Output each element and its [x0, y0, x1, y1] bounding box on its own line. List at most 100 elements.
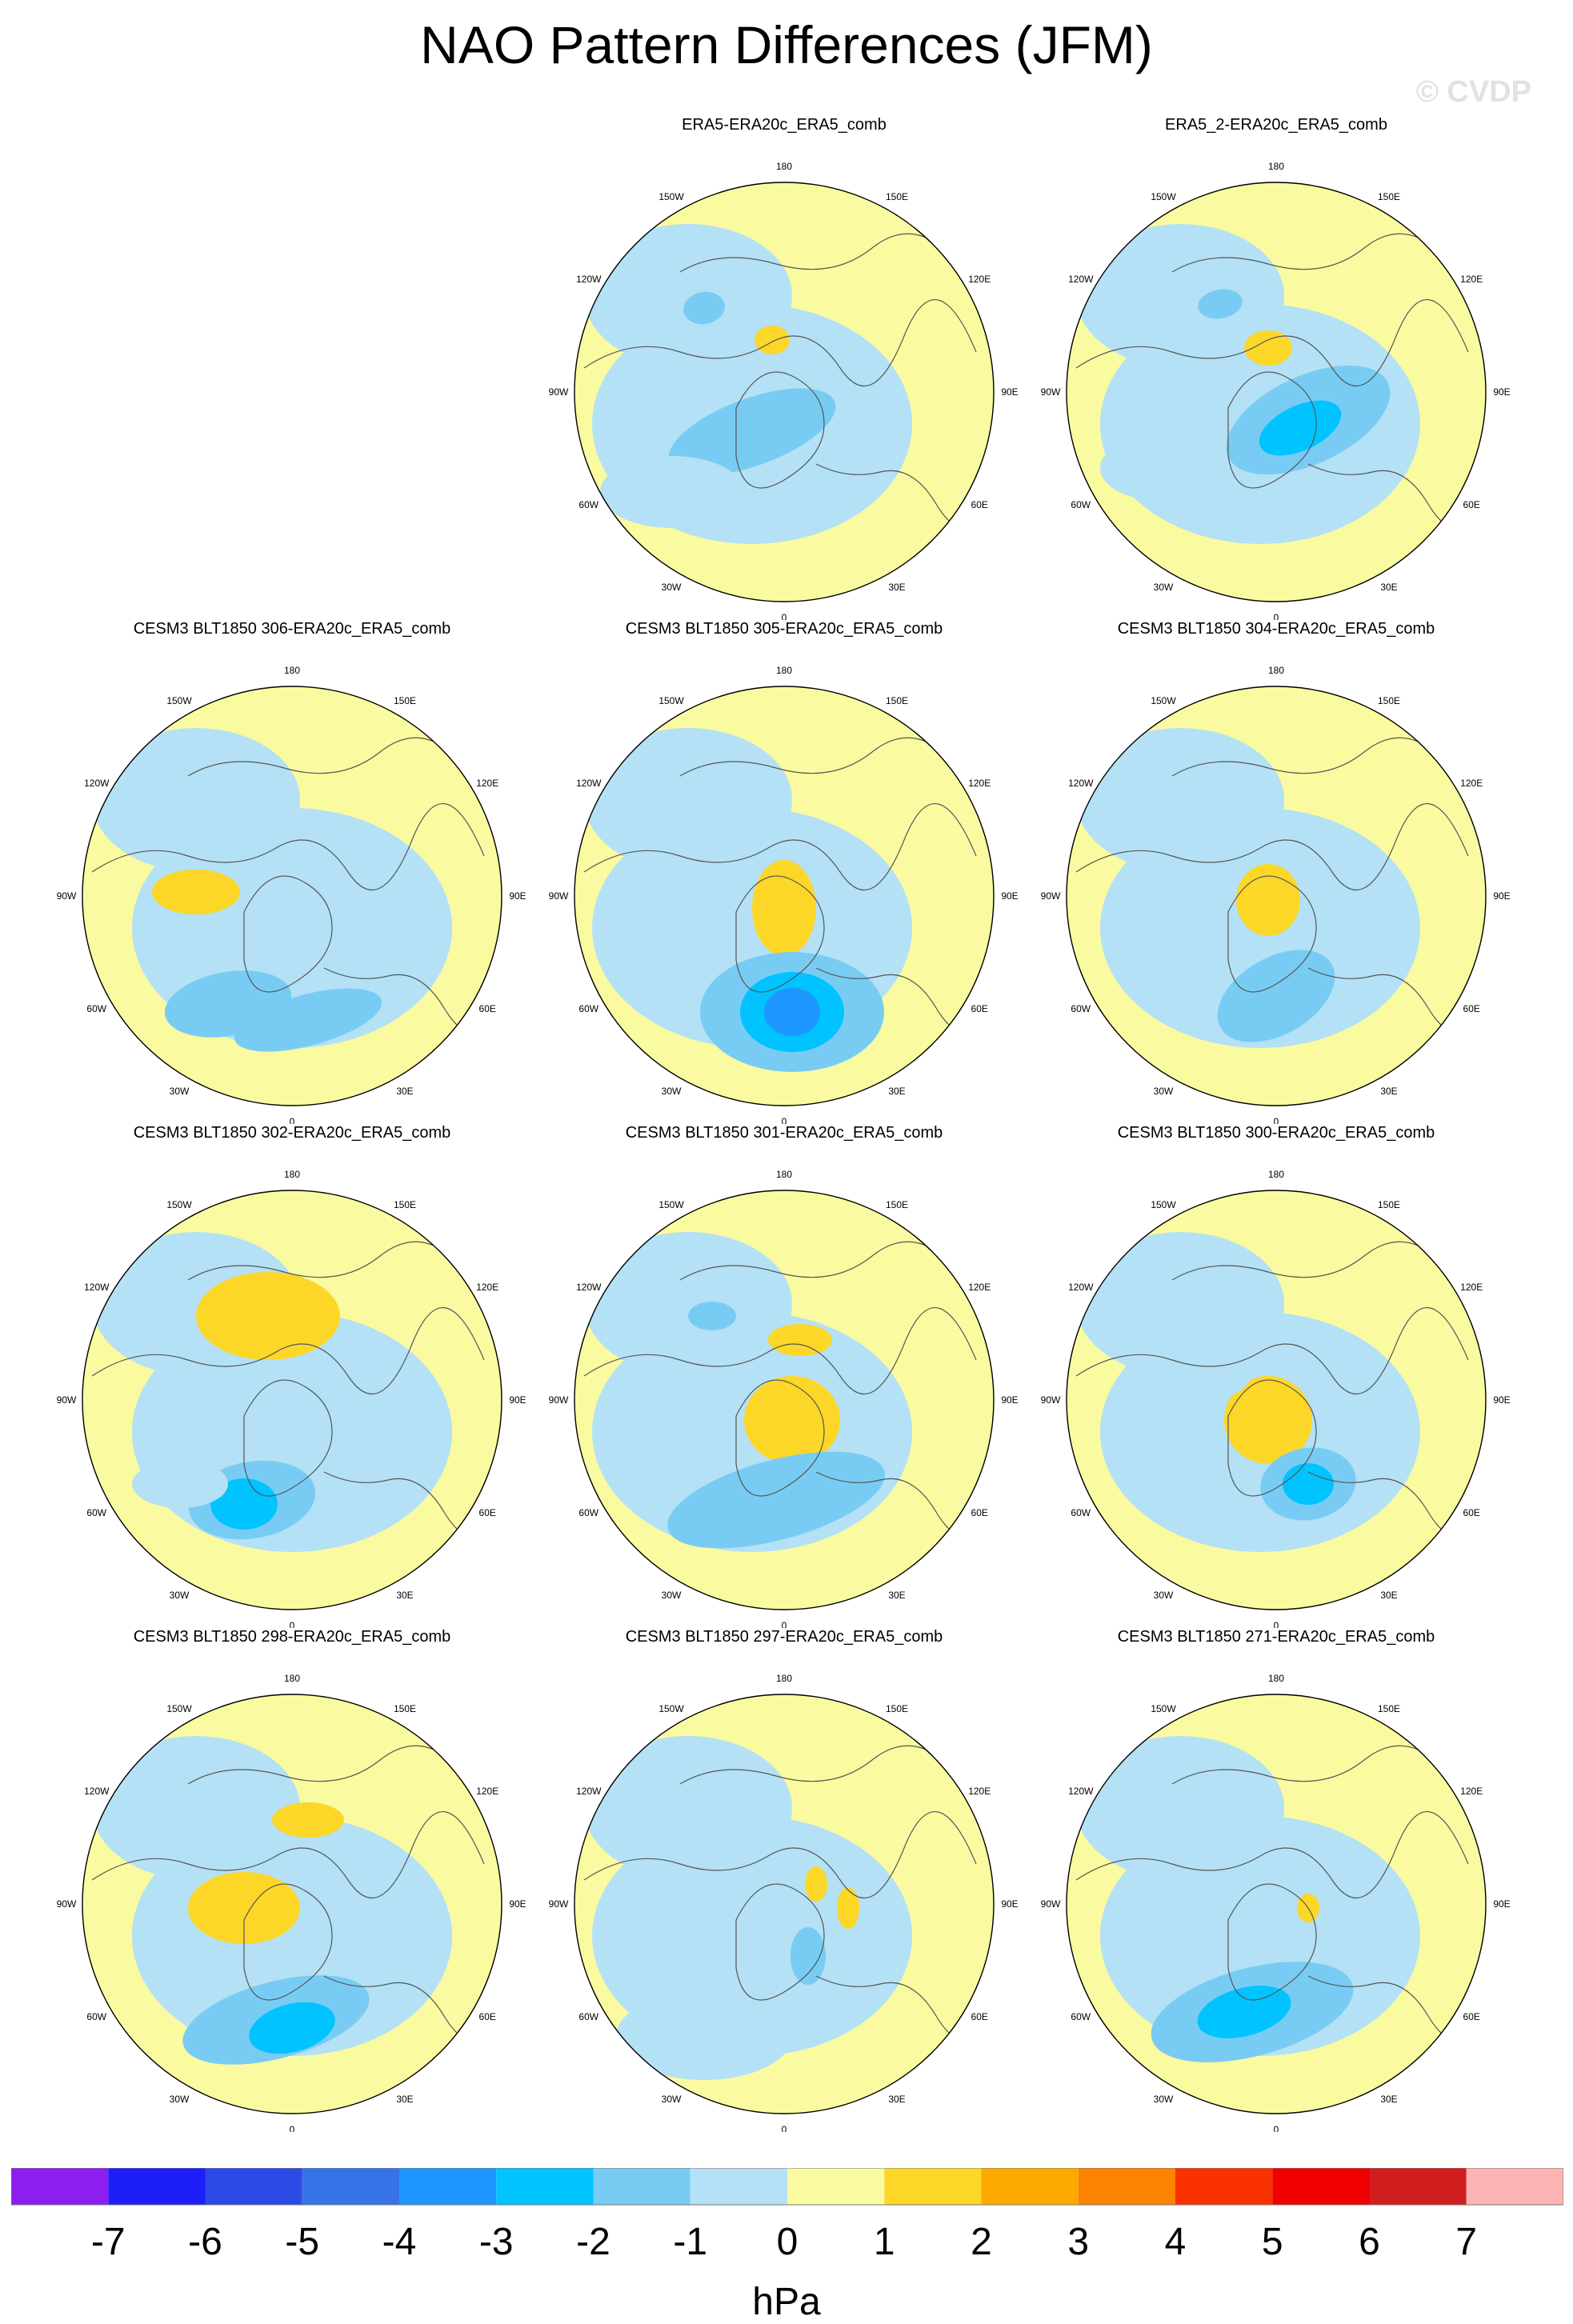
anomaly-contour — [754, 326, 790, 354]
map-panel: CESM3 BLT1850 302-ERA20c_ERA5_comb 180 150… — [44, 1124, 540, 1628]
longitude-label: 120E — [1460, 274, 1483, 285]
panel-title: CESM3 BLT1850 297-ERA20c_ERA5_comb — [625, 1628, 943, 1646]
longitude-label: 0 — [782, 1116, 787, 1124]
panel-title: CESM3 BLT1850 301-ERA20c_ERA5_comb — [625, 1124, 943, 1142]
longitude-label: 150E — [394, 1703, 416, 1714]
longitude-label: 60W — [578, 499, 598, 510]
anomaly-region — [584, 728, 792, 872]
longitude-label: 30E — [888, 582, 905, 593]
anomaly-contour — [1259, 400, 1342, 456]
longitude-label: 150W — [658, 1199, 684, 1210]
map-panel: CESM3 BLT1850 271-ERA20c_ERA5_comb 180 150… — [1028, 1628, 1524, 2132]
map-boundary — [574, 182, 995, 602]
colorbar-swatch — [981, 2168, 1079, 2205]
longitude-label: 30W — [662, 582, 682, 593]
longitude-label: 120W — [1068, 1282, 1094, 1293]
colorbar-tick-label: 7 — [1455, 2221, 1477, 2263]
map-panel: CESM3 BLT1850 300-ERA20c_ERA5_comb 180 150… — [1028, 1124, 1524, 1628]
longitude-label: 90W — [549, 386, 569, 398]
anomaly-contour — [667, 1451, 885, 1549]
longitude-label: 60W — [1071, 1507, 1091, 1518]
longitude-label: 90E — [509, 1394, 526, 1406]
longitude-label: 90E — [1493, 386, 1510, 398]
longitude-label: 0 — [782, 612, 787, 620]
longitude-label: 30W — [170, 1086, 190, 1097]
longitude-label: 150W — [658, 1703, 684, 1714]
panel-title: CESM3 BLT1850 302-ERA20c_ERA5_comb — [133, 1124, 451, 1142]
map-panel: ERA5_2-ERA20c_ERA5_comb 180 150E 120E 90E 60E… — [1028, 116, 1524, 620]
coastline — [583, 737, 985, 1034]
anomaly-contour — [1197, 1986, 1291, 2038]
longitude-label: 180 — [1268, 1673, 1284, 1684]
colorbar-swatch — [302, 2168, 399, 2205]
longitude-label: 150E — [394, 1199, 416, 1210]
longitude-label: 90W — [549, 1898, 569, 1910]
longitude-label: 120E — [1460, 1786, 1483, 1797]
longitude-label: 120W — [576, 274, 602, 285]
longitude-label: 120W — [576, 778, 602, 789]
longitude-label: 60W — [1071, 499, 1091, 510]
coastline — [1075, 233, 1477, 530]
anomaly-contour — [1124, 1340, 1252, 1404]
longitude-label: 150E — [1378, 1199, 1400, 1210]
coastline — [583, 1745, 985, 2042]
longitude-label: 120W — [1068, 778, 1094, 789]
longitude-label: 60E — [971, 499, 988, 510]
colorbar-swatch — [108, 2168, 206, 2205]
polar-map: 180 150E 120E 90E 60E 30E 0 30W 60W 90W 120W 150W — [549, 161, 1019, 620]
anomaly-contour — [768, 1324, 832, 1356]
map-panel: CESM3 BLT1850 304-ERA20c_ERA5_comb 180 150… — [1028, 620, 1524, 1124]
longitude-label: 60E — [971, 2011, 988, 2022]
longitude-label: 90E — [1001, 1394, 1018, 1406]
map-boundary — [574, 686, 995, 1106]
coastline — [1075, 1241, 1477, 1538]
panel-title: CESM3 BLT1850 300-ERA20c_ERA5_comb — [1117, 1124, 1435, 1142]
longitude-label: 90W — [57, 1394, 77, 1406]
anomaly-contour — [668, 388, 836, 476]
longitude-label: 120E — [968, 1786, 991, 1797]
longitude-label: 30E — [1380, 1590, 1397, 1601]
longitude-label: 60W — [578, 2011, 598, 2022]
longitude-label: 60W — [578, 1507, 598, 1518]
colorbar-tick-label: -5 — [285, 2221, 319, 2263]
colorbar-swatch — [1466, 2168, 1563, 2205]
panel-title: CESM3 BLT1850 271-ERA20c_ERA5_comb — [1117, 1628, 1435, 1646]
colorbar-swatch — [884, 2168, 982, 2205]
anomaly-region — [1076, 1232, 1284, 1376]
longitude-label: 150W — [166, 695, 192, 706]
anomaly-contour — [752, 860, 816, 956]
longitude-label: 30W — [1154, 1590, 1174, 1601]
coastline — [91, 1241, 493, 1538]
colorbar-tick-label: 6 — [1359, 2221, 1380, 2263]
anomaly-contour — [249, 2002, 335, 2054]
anomaly-contour — [210, 1478, 278, 1530]
anomaly-region — [584, 1736, 792, 1880]
longitude-label: 150E — [886, 1703, 908, 1714]
longitude-label: 150W — [658, 191, 684, 202]
longitude-label: 180 — [284, 665, 300, 676]
longitude-label: 150W — [1151, 1703, 1176, 1714]
longitude-label: 150W — [1151, 191, 1176, 202]
map-panel: CESM3 BLT1850 306-ERA20c_ERA5_comb 180 150… — [44, 620, 540, 1124]
longitude-label: 60W — [578, 1003, 598, 1014]
longitude-label: 120E — [968, 1282, 991, 1293]
panel-title: CESM3 BLT1850 304-ERA20c_ERA5_comb — [1117, 620, 1435, 638]
map-boundary — [82, 1190, 502, 1610]
longitude-label: 60E — [1463, 499, 1480, 510]
longitude-label: 120W — [576, 1786, 602, 1797]
longitude-label: 90E — [1001, 1898, 1018, 1910]
anomaly-contour — [272, 1802, 344, 1838]
map-boundary — [574, 1694, 995, 2114]
longitude-label: 120W — [1068, 1786, 1094, 1797]
anomaly-contour — [805, 1866, 827, 1902]
colorbar-swatch — [787, 2168, 885, 2205]
anomaly-contour — [1132, 958, 1212, 1002]
map-panel: ERA5-ERA20c_ERA5_comb 180 150E 120E 90E 60E 30… — [536, 116, 1032, 620]
longitude-label: 180 — [776, 161, 792, 172]
longitude-label: 180 — [1268, 161, 1284, 172]
colorbar-tick-label: 3 — [1067, 2221, 1089, 2263]
panel-title: ERA5-ERA20c_ERA5_comb — [682, 116, 887, 134]
colorbar-tick-label: 1 — [874, 2221, 895, 2263]
anomaly-contour — [764, 988, 820, 1036]
longitude-label: 60E — [971, 1507, 988, 1518]
